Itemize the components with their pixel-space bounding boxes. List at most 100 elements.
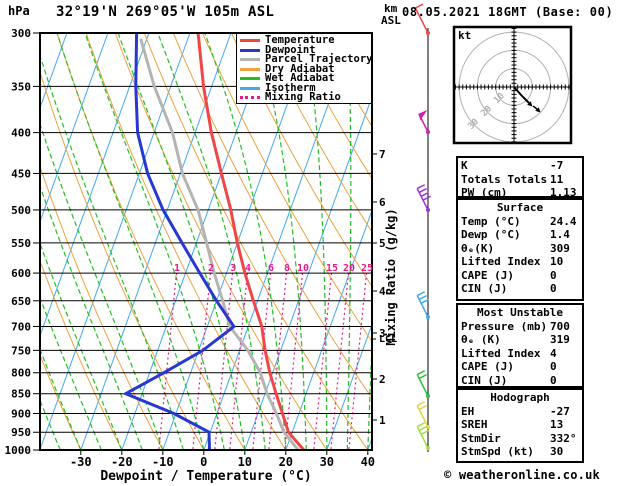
dry-adiabat-line: [260, 33, 372, 233]
wind-barb-tick: [420, 298, 429, 304]
wind-barb-tick: [416, 291, 426, 297]
stat-label: SREH: [461, 418, 488, 431]
temp-tick-label: 40: [361, 455, 375, 469]
x-axis-title: Dewpoint / Temperature (°C): [100, 469, 312, 484]
pressure-tick-label: 950: [11, 426, 31, 439]
pressure-axis-labels: 300 350 400 450 500 550 600 650 700 750 800 850 900 9…: [5, 27, 40, 457]
wind-barb-tick: [418, 373, 427, 380]
wet-adiabat-line: [204, 33, 287, 451]
dry-adiabat-line: [289, 33, 372, 180]
km-tick-label: 7: [379, 148, 386, 161]
mixing-ratio-line: [158, 272, 178, 451]
stat-label: θₑ(K): [461, 241, 495, 255]
wind-barb-tick: [416, 422, 426, 428]
stats-table-indices: K -7 Totals Totals 11 PW (cm) 1.13: [456, 156, 584, 199]
stat-value: -27: [550, 404, 570, 418]
table-header: Hodograph: [490, 391, 550, 404]
wind-barb: [414, 3, 430, 35]
wet-adiabat-line: [305, 33, 328, 450]
stat-value: 13: [550, 418, 564, 431]
parcel-trace: [139, 38, 300, 451]
table-row: CAPE (J) 0: [458, 360, 582, 374]
wind-barb: [416, 291, 430, 319]
km-tick-label: 4: [379, 285, 386, 298]
wind-barb-tick: [416, 401, 426, 407]
pressure-tick-label: 900: [11, 408, 31, 421]
hodograph-arrowhead: [535, 107, 541, 113]
altitude-axis-unit-asl: ASL: [381, 14, 401, 27]
table-row: SREH 13: [458, 418, 582, 432]
wind-barb: [418, 110, 430, 134]
hodograph-trace: [513, 86, 530, 104]
wind-barb-tick: [418, 404, 427, 411]
stat-label: CIN (J): [461, 282, 508, 295]
pressure-tick-label: 600: [11, 267, 31, 280]
legend-swatch-parcel-trajectory: [240, 58, 260, 62]
stat-value: 0: [550, 282, 557, 295]
stat-label: EH: [461, 404, 475, 418]
table-row: CAPE (J) 0: [458, 269, 582, 283]
stat-value: 1.13: [550, 186, 577, 199]
table-row: Pressure (mb) 700: [458, 320, 582, 334]
altitude-axis-unit-km: km: [384, 2, 398, 15]
stat-value: 0: [550, 360, 557, 373]
mixing-ratio-label: 8: [284, 263, 290, 274]
mixing-ratio-label: 10: [297, 263, 309, 274]
stat-value: 10: [550, 255, 564, 268]
temp-tick-label: 10: [238, 455, 252, 469]
temp-tick-label: 0: [200, 455, 207, 469]
wind-barb-tick: [418, 187, 427, 194]
stats-table-most-unstable: Most Unstable Pressure (mb) 700 θₑ (K) 319 Li…: [456, 303, 584, 388]
wet-adiabat-line: [346, 33, 352, 451]
hodograph-arrowhead: [527, 101, 533, 107]
dewpoint-trace: [122, 33, 236, 451]
table-row: Dewp (°C) 1.4: [458, 228, 582, 242]
stat-value: 319: [550, 333, 570, 346]
stat-label: K: [461, 159, 468, 172]
temp-tick-label: 20: [279, 455, 293, 469]
mixing-ratio-line: [284, 272, 304, 451]
stat-label: θₑ (K): [461, 333, 501, 346]
isotherm-line: [326, 322, 372, 451]
stat-label: Dewp (°C): [461, 228, 521, 241]
stat-label: StmSpd (kt): [461, 445, 534, 458]
chart-legend: Temperature Dewpoint Parcel Trajectory Dry …: [236, 33, 372, 104]
table-row: K -7: [458, 159, 582, 173]
wind-barb-tick: [418, 294, 427, 301]
legend-item: Dry Adiabat: [240, 62, 371, 75]
mixing-ratio-line: [313, 272, 333, 451]
mixing-ratio-label: 25: [361, 263, 373, 274]
run-date: 08.05.2021 18GMT (Base: 00): [402, 5, 614, 19]
legend-label: Dry Adiabat: [265, 62, 335, 75]
temp-tick-label: 30: [320, 455, 334, 469]
temp-axis-labels: -30 -20 -10 0 10 20 30 40: [70, 450, 375, 469]
stats-table-hodograph-stats: Hodograph EH -27 SREH 13 StmDir 332° StmSpd (kt…: [456, 388, 584, 463]
km-tick-label: 3: [379, 327, 386, 340]
stat-label: PW (cm): [461, 186, 508, 199]
wet-adiabat-line: [40, 53, 184, 451]
pressure-axis-unit: hPa: [8, 4, 30, 18]
stat-value: 700: [550, 319, 570, 333]
mixing-ratio-label: 15: [326, 263, 338, 274]
km-axis-labels: 7 6 5 4 3 2 1: [372, 148, 386, 427]
pressure-tick-label: 700: [11, 320, 31, 333]
legend-label: Parcel Trajectory: [265, 53, 373, 66]
chart-border: [39, 32, 373, 451]
pressure-tick-label: 650: [11, 295, 31, 308]
legend-swatch-isotherm: [240, 86, 260, 90]
stat-value: 11: [550, 172, 564, 186]
table-row: StmSpd (kt) 30: [458, 445, 582, 459]
stat-value: 1.4: [550, 228, 570, 241]
stat-value: 309: [550, 241, 570, 255]
wind-barb-column: [414, 3, 431, 452]
lcl-marker-label: LCL: [379, 334, 398, 345]
wet-adiabat-line: [157, 33, 266, 451]
stat-value: 0: [550, 268, 557, 282]
mixing-ratio-label: 1: [174, 263, 180, 274]
stat-label: Temp (°C): [461, 214, 521, 228]
hodograph-border: [452, 25, 573, 145]
legend-swatch-wet-adiabat: [240, 77, 260, 81]
pressure-tick-label: 350: [11, 80, 31, 93]
